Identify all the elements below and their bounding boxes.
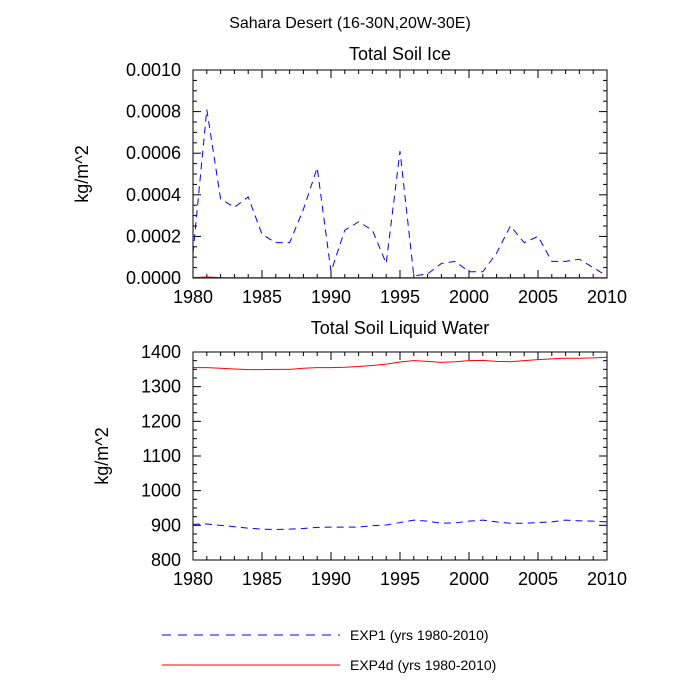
soil-ice-ytick-label: 0.0006 xyxy=(126,143,181,163)
soil-ice-ytick-label: 0.0004 xyxy=(126,185,181,205)
soil-ice-ylabel: kg/m^2 xyxy=(72,145,92,202)
soil-ice-xtick-label: 1980 xyxy=(173,287,213,307)
soil-liquid-water-series-exp4d-line xyxy=(193,356,608,371)
soil-ice-ytick-label: 0.0000 xyxy=(126,268,181,288)
soil-liquid-water-ytick-label: 1200 xyxy=(141,411,181,431)
soil-liquid-water-series-exp1-line xyxy=(192,519,608,530)
soil-liquid-water-xtick-label: 2010 xyxy=(587,569,627,589)
soil-liquid-water-xtick-label: 2000 xyxy=(449,569,489,589)
legend-label-exp1: EXP1 (yrs 1980-2010) xyxy=(350,627,489,643)
soil-liquid-water-title: Total Soil Liquid Water xyxy=(311,318,489,338)
soil-ice-xtick-label: 2005 xyxy=(518,287,558,307)
soil-liquid-water-frame xyxy=(192,351,608,561)
soil-ice-xtick-label: 2010 xyxy=(587,287,627,307)
figure-title: Sahara Desert (16-30N,20W-30E) xyxy=(229,15,471,32)
soil-liquid-water-plot: Total Soil Liquid Water kg/m^2 1980 1985 199… xyxy=(92,318,627,589)
soil-liquid-water-ytick-label: 800 xyxy=(151,550,181,570)
soil-liquid-water-xtick-label: 2005 xyxy=(518,569,558,589)
soil-liquid-water-xtick-label: 1980 xyxy=(173,569,213,589)
soil-liquid-water-ytick-label: 1300 xyxy=(141,377,181,397)
soil-liquid-water-ytick-label: 1100 xyxy=(142,446,181,466)
soil-liquid-water-ytick-label: 1000 xyxy=(141,481,181,501)
soil-ice-xtick-label: 1985 xyxy=(242,287,282,307)
soil-ice-ytick-label: 0.0010 xyxy=(126,60,181,80)
soil-ice-ytick-label: 0.0002 xyxy=(126,226,181,246)
soil-ice-xtick-label: 1995 xyxy=(380,287,420,307)
soil-liquid-water-ytick-label: 900 xyxy=(151,515,181,535)
soil-ice-xtick-label: 1990 xyxy=(311,287,351,307)
soil-ice-frame xyxy=(192,69,608,279)
legend: EXP1 (yrs 1980-2010) EXP4d (yrs 1980-201… xyxy=(162,627,496,673)
soil-ice-title: Total Soil Ice xyxy=(349,44,451,64)
soil-liquid-water-xtick-label: 1985 xyxy=(242,569,282,589)
soil-ice-xtick-label: 2000 xyxy=(449,287,489,307)
soil-liquid-water-xtick-label: 1995 xyxy=(380,569,420,589)
soil-ice-plot: Total Soil Ice kg/m^2 1980 1985 1990 1995 2000… xyxy=(72,44,627,307)
soil-liquid-water-ylabel: kg/m^2 xyxy=(92,427,112,484)
soil-liquid-water-ytick-label: 1400 xyxy=(141,342,181,362)
soil-ice-ytick-label: 0.0008 xyxy=(126,102,181,122)
soil-ice-series-exp1-line xyxy=(192,109,608,277)
legend-label-exp4d: EXP4d (yrs 1980-2010) xyxy=(350,657,496,673)
soil-liquid-water-xtick-label: 1990 xyxy=(311,569,351,589)
